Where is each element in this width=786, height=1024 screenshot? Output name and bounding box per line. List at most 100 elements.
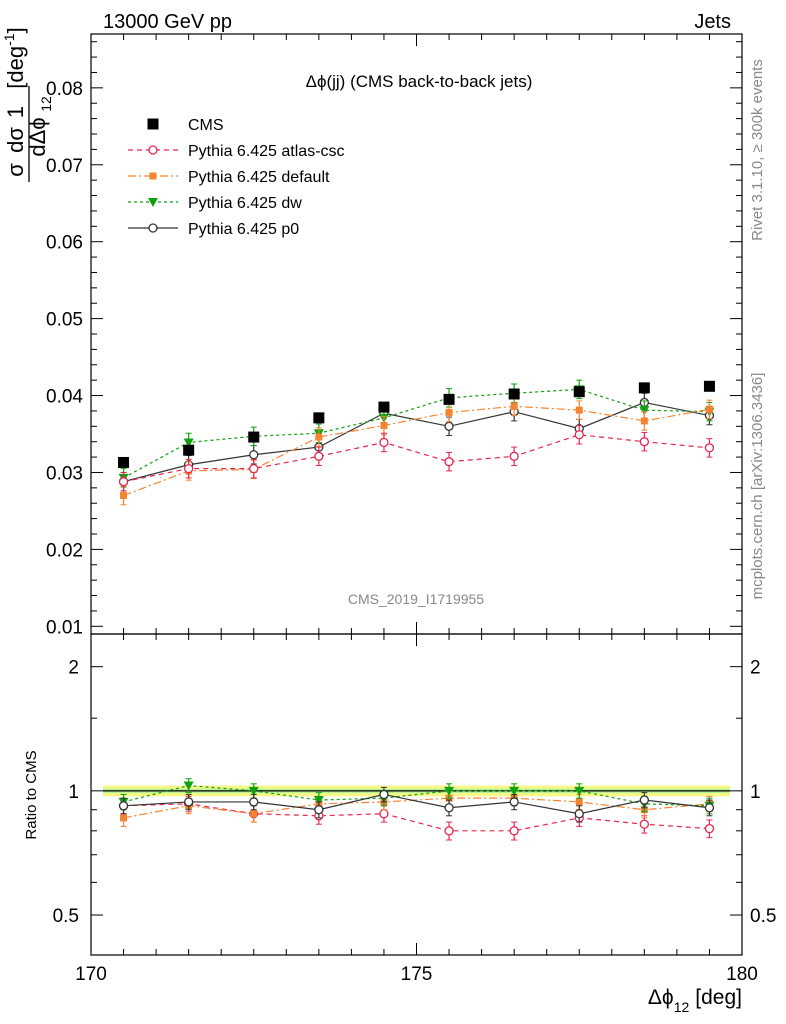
main-cms-point	[313, 412, 325, 424]
ratio-pythia-6-425-p0-point	[183, 797, 194, 807]
ylabel-sigma: σ	[3, 163, 28, 177]
legend-pythia-6-425-atlas-csc-marker	[148, 145, 158, 155]
main-cms-point	[378, 401, 390, 413]
main-cms-point	[638, 382, 650, 394]
main-pythia-6-425-default-point	[575, 406, 583, 414]
ratio-ytick-label: 2	[68, 658, 79, 679]
ratio-pythia-6-425-p0-point	[509, 797, 519, 807]
ratio-ytick-label-right: 0.5	[750, 906, 776, 927]
mcplots-reference-label: mcplots.cern.ch [arXiv:1306.3436]	[749, 373, 766, 600]
main-pythia-6-425-atlas-csc-point	[379, 437, 389, 448]
main-panel-marks	[118, 379, 715, 506]
main-ytick-label: 0.05	[46, 310, 83, 331]
ratio-pythia-6-425-atlas-csc-point	[509, 826, 519, 836]
ratio-pythia-6-425-p0-point	[574, 809, 584, 819]
main-ytick-label: 0.07	[46, 156, 83, 177]
main-pythia-6-425-dw-line	[123, 388, 710, 479]
ratio-pythia-6-425-p0-point	[704, 803, 715, 813]
main-pythia-6-425-atlas-csc-point	[639, 437, 649, 447]
main-pythia-6-425-atlas-csc-point	[704, 443, 715, 453]
ratio-pythia-6-425-p0-point	[249, 797, 259, 807]
axes: 0.01 0.02 0.03 0.04 0.05 0.06 0.07 0.08 170 175 18…	[46, 34, 776, 985]
main-pythia-6-425-atlas-csc-point	[183, 463, 194, 474]
legend-pythia-6-425-p0-label: Pythia 6.425 p0	[188, 221, 299, 238]
ylabel-unit-open: [deg-1]	[1, 27, 28, 88]
main-y-axis-label: 1 σ [deg-1] dσ dΔϕ 12	[1, 27, 54, 182]
main-pythia-6-425-atlas-csc-point	[118, 477, 129, 487]
legend-cms-marker	[147, 118, 159, 130]
ratio-pythia-6-425-p0-point	[379, 789, 389, 800]
main-cms-point	[573, 386, 585, 398]
ratio-pythia-6-425-default-point	[250, 810, 258, 818]
main-pythia-6-425-default-point	[315, 433, 323, 441]
main-ytick-label: 0.02	[46, 540, 83, 561]
x-tick-label: 170	[75, 964, 107, 985]
main-ytick-label: 0.06	[46, 233, 83, 254]
main-pythia-6-425-default-point	[380, 422, 388, 430]
main-cms-point	[248, 431, 260, 443]
main-pythia-6-425-atlas-csc-point	[249, 463, 259, 474]
ratio-pythia-6-425-default-point	[575, 798, 583, 806]
ratio-pythia-6-425-p0-line	[123, 793, 710, 815]
ratio-panel-marks	[103, 778, 730, 841]
main-pythia-6-425-atlas-csc-point	[444, 457, 454, 467]
main-pythia-6-425-default-point	[640, 417, 648, 425]
header-left-label: 13000 GeV pp	[103, 11, 232, 33]
ratio-ytick-label-right: 2	[750, 658, 761, 679]
ratio-pythia-6-425-dw-point	[444, 786, 455, 796]
ratio-pythia-6-425-dw-point	[183, 781, 194, 791]
ratio-pythia-6-425-atlas-csc-point	[379, 809, 389, 819]
main-pythia-6-425-default-point	[120, 492, 128, 500]
main-pythia-6-425-dw-point	[183, 438, 194, 448]
main-pythia-6-425-p0-point	[249, 450, 259, 460]
ylabel-one: 1	[3, 106, 28, 118]
main-pythia-6-425-default-point	[705, 405, 713, 413]
main-ytick-label: 0.04	[46, 387, 83, 408]
main-ytick-label: 0.08	[46, 79, 83, 100]
main-ytick-label: 0.01	[46, 617, 83, 638]
main-pythia-6-425-atlas-csc-line	[123, 434, 710, 483]
x-tick-label: 180	[726, 964, 758, 985]
legend-pythia-6-425-dw-marker	[148, 198, 158, 207]
main-cms-point	[183, 444, 195, 456]
legend-pythia-6-425-atlas-csc-label: Pythia 6.425 atlas-csc	[188, 143, 345, 160]
main-pythia-6-425-default-point	[445, 408, 453, 416]
ratio-ytick-label: 1	[68, 782, 79, 803]
ratio-pythia-6-425-p0-point	[444, 803, 454, 813]
x-axis-label: Δϕ12 [deg]	[648, 986, 742, 1015]
ylabel-dsigma: dσ	[3, 127, 28, 153]
ratio-pythia-6-425-dw-point	[574, 786, 585, 796]
legend-pythia-6-425-dw-label: Pythia 6.425 dw	[188, 195, 302, 212]
main-ytick-label: 0.03	[46, 463, 83, 484]
ratio-pythia-6-425-atlas-csc-line	[123, 803, 710, 832]
main-pythia-6-425-atlas-csc-point	[574, 430, 584, 440]
legend-pythia-6-425-default-marker	[149, 172, 157, 180]
main-pythia-6-425-default-line	[123, 405, 710, 497]
main-cms-point	[118, 456, 130, 468]
ratio-pythia-6-425-default-point	[120, 814, 128, 822]
main-cms-point	[508, 388, 520, 400]
legend-pythia-6-425-p0-marker	[148, 223, 158, 233]
legend: CMS Pythia 6.425 atlas-csc Pythia 6.425 de…	[128, 117, 345, 238]
ratio-pythia-6-425-p0-point	[314, 805, 324, 815]
ratio-pythia-6-425-dw-line	[123, 784, 710, 807]
legend-cms-label: CMS	[188, 117, 224, 134]
main-cms-point	[703, 380, 715, 392]
ylabel-dphi: dΔϕ	[25, 117, 50, 156]
rivet-version-label: Rivet 3.1.10, ≥ 300k events	[749, 59, 766, 241]
header-right-label: Jets	[694, 11, 731, 33]
ratio-pythia-6-425-p0-point	[118, 801, 129, 811]
main-pythia-6-425-atlas-csc-point	[509, 451, 519, 461]
ratio-pythia-6-425-dw-point	[313, 796, 324, 806]
x-tick-label: 175	[401, 964, 433, 985]
analysis-watermark: CMS_2019_I1719955	[348, 591, 484, 607]
ratio-pythia-6-425-atlas-csc-point	[704, 823, 715, 834]
main-pythia-6-425-p0-point	[444, 421, 454, 431]
chart-title: Δϕ(jj) (CMS back-to-back jets)	[306, 72, 533, 91]
ratio-pythia-6-425-p0-point	[639, 795, 649, 805]
ratio-pythia-6-425-default-line	[123, 797, 710, 819]
ratio-y-axis-label: Ratio to CMS	[23, 750, 40, 839]
legend-pythia-6-425-default-label: Pythia 6.425 default	[188, 169, 330, 186]
main-cms-point	[443, 393, 455, 405]
